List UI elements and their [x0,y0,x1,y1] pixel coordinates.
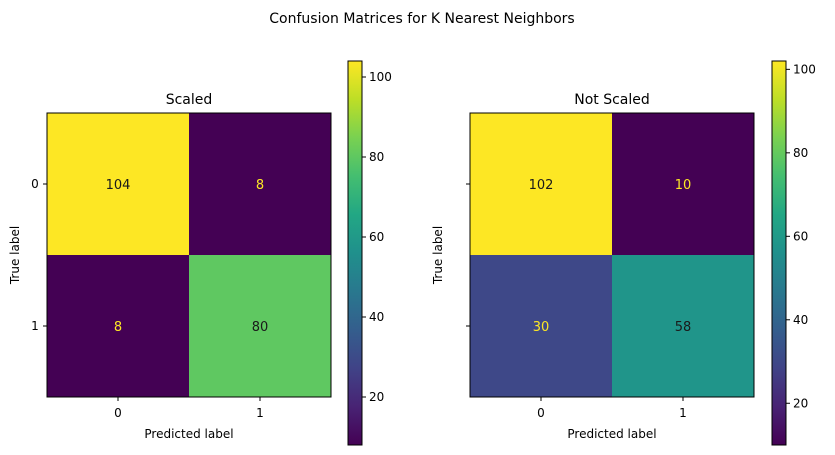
colorbar-gradient [348,61,362,445]
axes-title: Not Scaled [574,92,650,108]
figure-suptitle: Confusion Matrices for K Nearest Neighbo… [269,11,574,27]
confusion-matrix-panel-0: 104 8 8 80 Scaled 0 1 Predicted label 0 1 True lab… [8,60,392,446]
cell-value-label: 80 [252,320,269,335]
cell-value-label: 104 [106,178,131,193]
cell-value-label: 58 [675,320,692,335]
axes-title: Scaled [166,92,213,108]
colorbar-tick-label: 60 [793,229,808,243]
cell-value-label: 10 [675,178,692,193]
cell-value-label: 8 [256,178,264,193]
matrix-cell [189,255,331,397]
x-tick-label: 0 [114,406,122,420]
axes-frame [469,112,755,398]
colorbar-gradient [772,61,786,445]
colorbar-frame [771,60,787,446]
x-axis-label: Predicted label [144,427,233,441]
y-tick-label: 0 [31,177,39,191]
colorbar-tick-label: 20 [369,390,384,404]
matrix-cell [470,113,612,255]
matrix-cell [612,255,754,397]
colorbar-tick-label: 80 [369,150,384,164]
colorbar-tick-label: 80 [793,146,808,160]
colorbar-tick-label: 100 [369,70,392,84]
x-tick-label: 1 [679,406,687,420]
colorbar-tick-label: 100 [793,62,816,76]
colorbar-tick-label: 60 [369,230,384,244]
cell-value-label: 8 [114,320,122,335]
confusion-matrix-panel-1: 102 10 30 58 Not Scaled 0 1 Predicted label True… [431,60,816,446]
matrix-cell [470,255,612,397]
colorbar-tick-label: 40 [793,313,808,327]
x-axis-label: Predicted label [567,427,656,441]
axes-frame [46,112,332,398]
matrix-cell [47,113,189,255]
y-tick-label: 1 [31,319,39,333]
colorbar-tick-label: 40 [369,310,384,324]
matrix-cell [47,255,189,397]
y-axis-label: True label [431,226,445,285]
colorbar-tick-label: 20 [793,396,808,410]
cell-value-label: 30 [533,320,550,335]
matrix-cell [189,113,331,255]
colorbar-frame [347,60,363,446]
x-tick-label: 0 [537,406,545,420]
x-tick-label: 1 [256,406,264,420]
cell-value-label: 102 [529,178,554,193]
matrix-cell [612,113,754,255]
y-axis-label: True label [8,226,22,285]
